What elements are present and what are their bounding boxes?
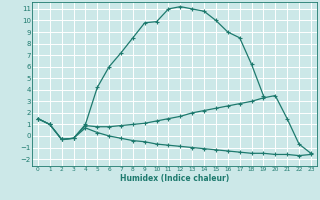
X-axis label: Humidex (Indice chaleur): Humidex (Indice chaleur): [120, 173, 229, 182]
